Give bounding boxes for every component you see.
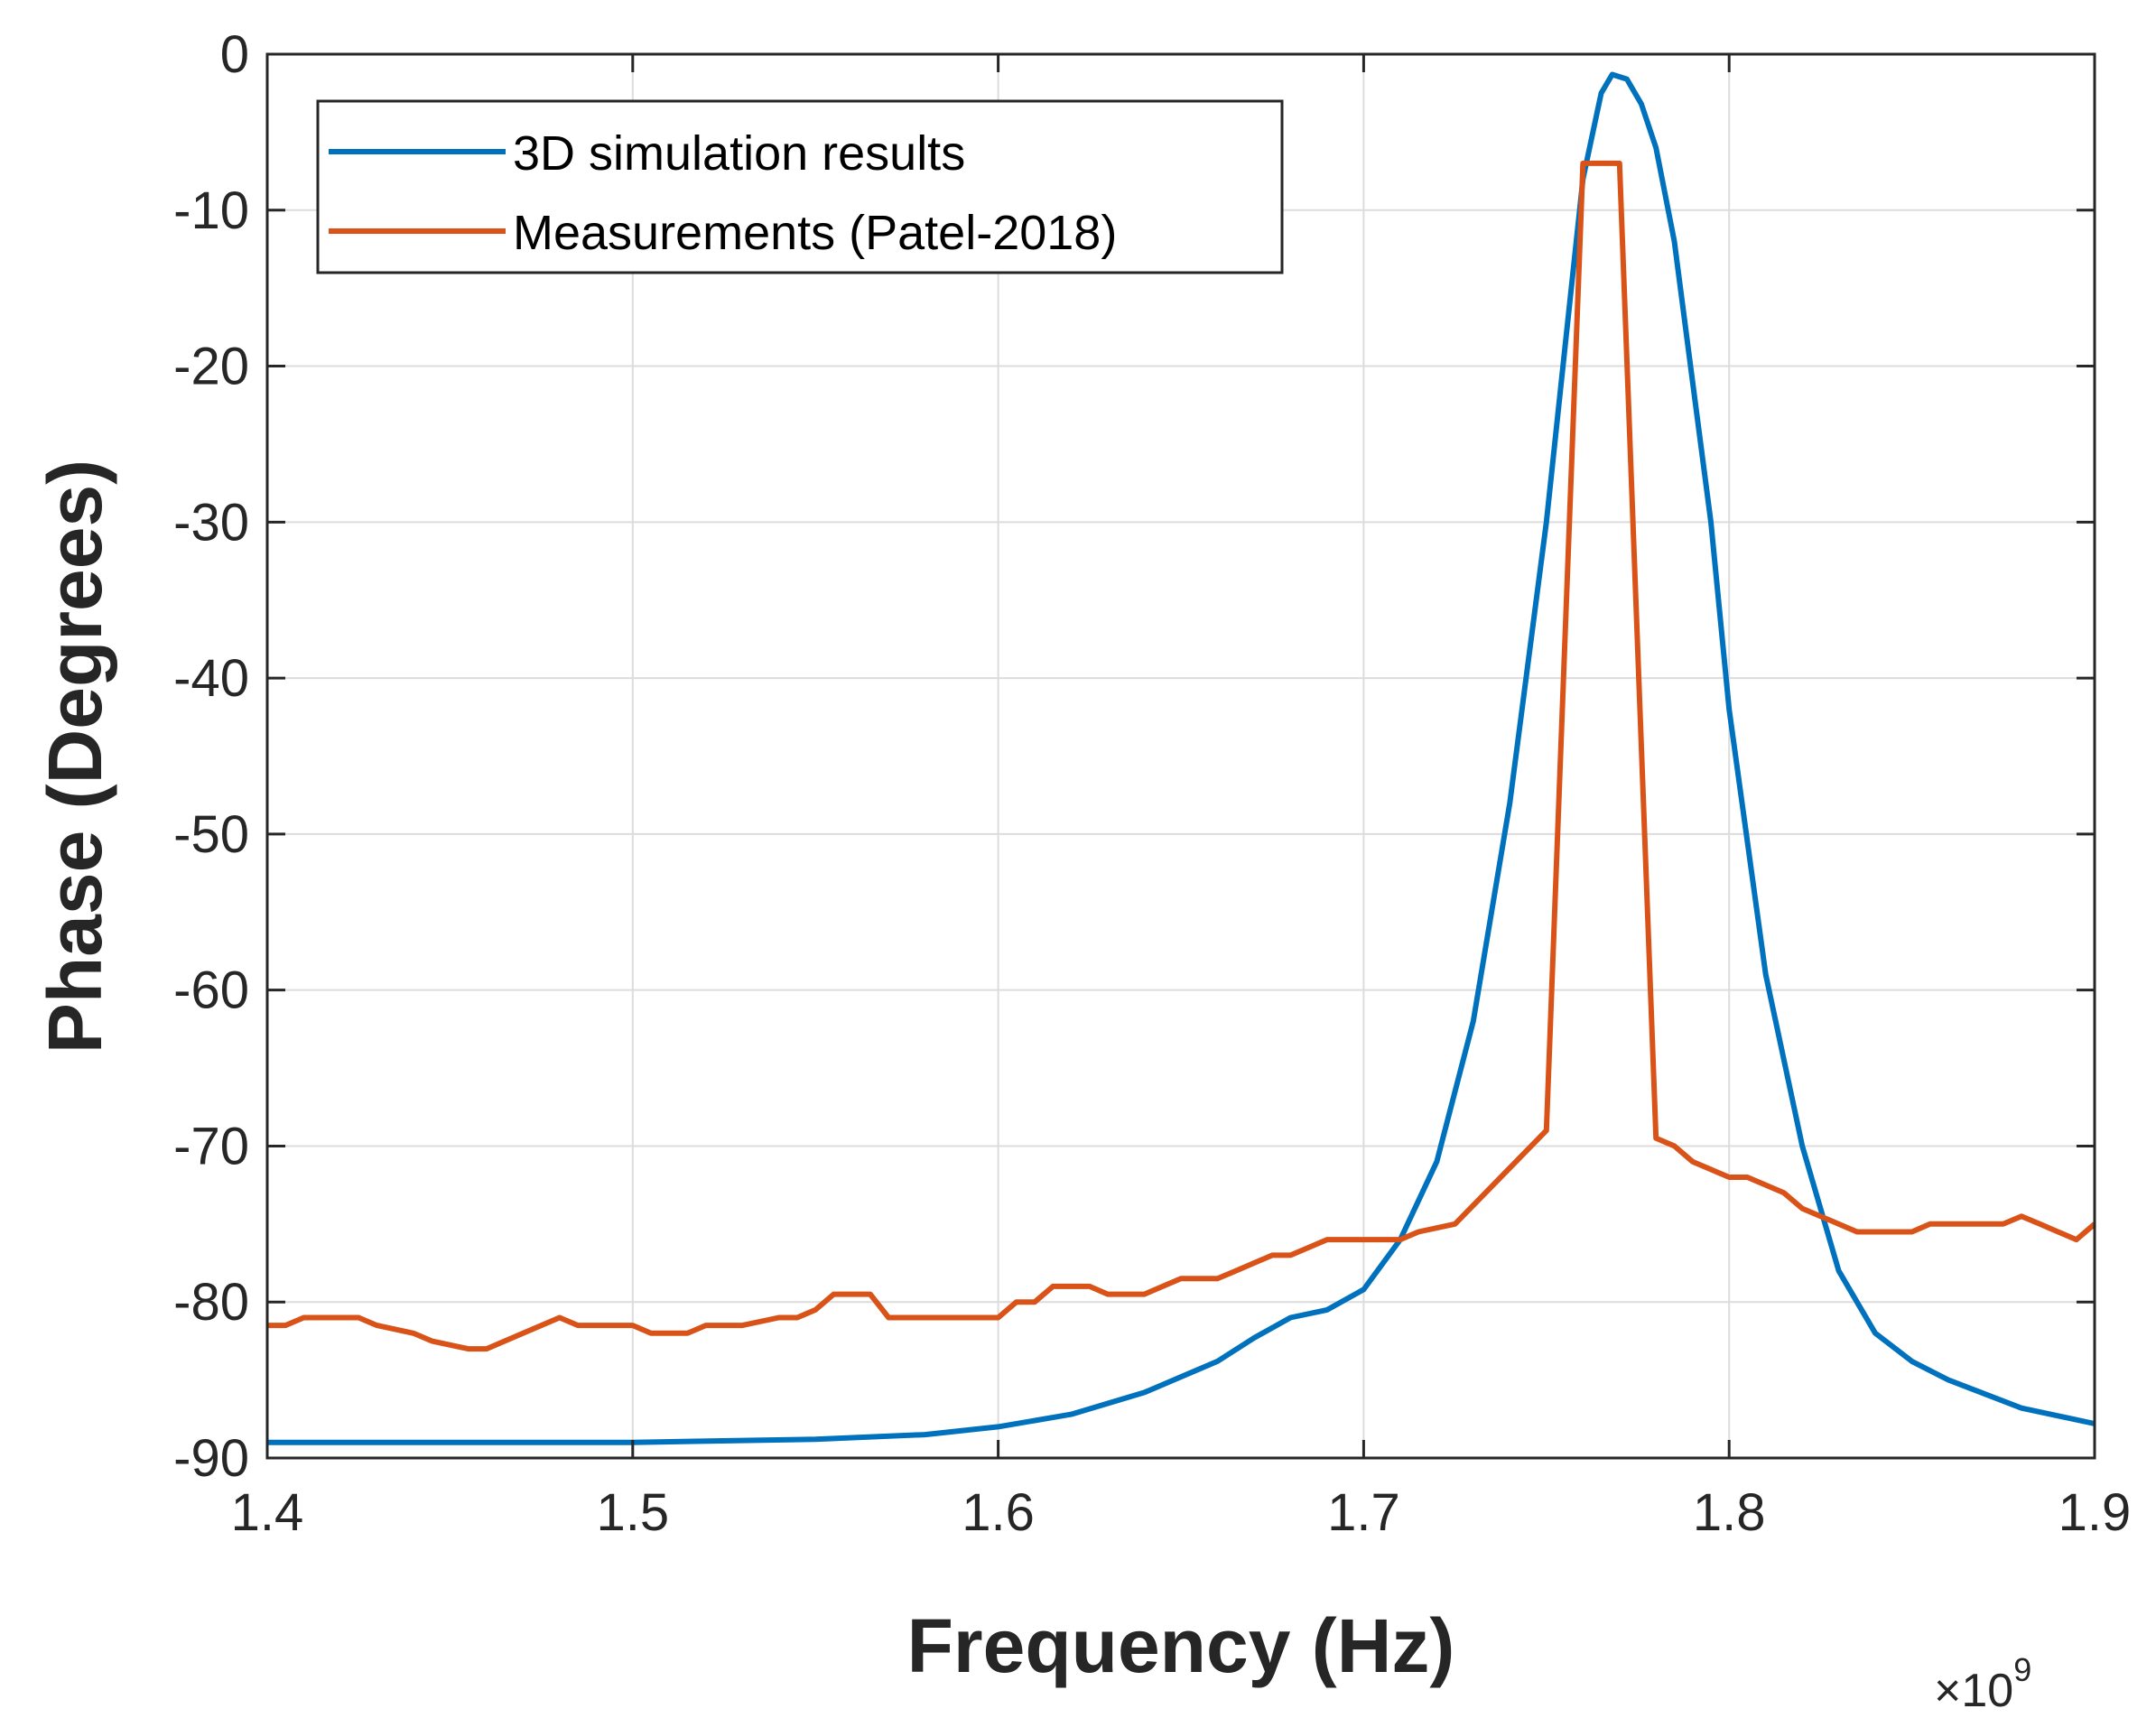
x-tick-label: 1.7 bbox=[1327, 1483, 1400, 1542]
series-line-simulation bbox=[267, 71, 2096, 1445]
y-axis-label: Phase (Degrees) bbox=[33, 460, 117, 1054]
y-tick-label: -10 bbox=[173, 181, 249, 240]
x-exponent-power: 9 bbox=[2013, 1651, 2031, 1688]
x-tick-label: 1.5 bbox=[596, 1483, 669, 1542]
plot-area bbox=[267, 54, 2095, 1458]
x-tick-label: 1.6 bbox=[962, 1483, 1035, 1542]
x-tick-label: 1.4 bbox=[231, 1483, 304, 1542]
axis-ticks: 1.4 1.5 1.6 1.7 1.8 1.9 0 -10 -20 -30 -40 -50 -60 -70… bbox=[173, 25, 2131, 1542]
y-tick-label: -50 bbox=[173, 805, 249, 864]
y-tick-label: 0 bbox=[220, 25, 249, 84]
x-tick-label: 1.9 bbox=[2058, 1483, 2132, 1542]
y-tick-label: -80 bbox=[173, 1273, 249, 1332]
y-tick-label: -40 bbox=[173, 649, 249, 708]
y-tick-label: -20 bbox=[173, 338, 249, 396]
plot-frame bbox=[265, 52, 2096, 1460]
legend: 3D simulation results Measurements (Pate… bbox=[316, 99, 1284, 274]
y-tick-label: -90 bbox=[173, 1429, 249, 1488]
x-exponent: ×109 bbox=[1934, 1651, 2031, 1717]
series-line-measurements bbox=[267, 160, 2096, 1352]
legend-box bbox=[316, 99, 1284, 274]
x-axis-label: Frequency (Hz) bbox=[907, 1603, 1455, 1688]
y-tick-label: -30 bbox=[173, 493, 249, 552]
legend-label-simulation: 3D simulation results bbox=[513, 126, 965, 181]
y-tick-label: -60 bbox=[173, 961, 249, 1020]
series-layer bbox=[267, 71, 2096, 1445]
x-exponent-base: ×10 bbox=[1934, 1665, 2013, 1717]
legend-label-measurements: Measurements (Patel-2018) bbox=[513, 206, 1117, 260]
x-tick-label: 1.8 bbox=[1693, 1483, 1766, 1542]
y-tick-label: -70 bbox=[173, 1117, 249, 1175]
